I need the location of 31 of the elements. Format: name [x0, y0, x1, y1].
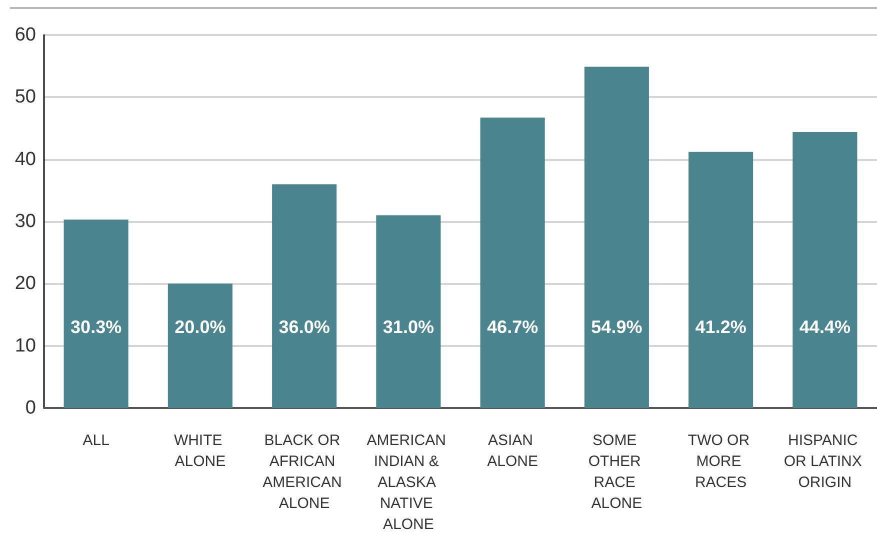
data-label: 44.4% [799, 317, 850, 337]
data-label: 20.0% [174, 317, 226, 337]
x-tick-label: AMERICAN INDIAN & ALASKA NATIVE ALONE [366, 432, 450, 533]
bar [792, 132, 858, 408]
data-label: 36.0% [278, 317, 330, 337]
y-tick-label: 50 [14, 86, 36, 108]
x-tick-label: HISPANIC OR LATINX ORIGIN [784, 432, 866, 491]
x-tick-label: TWO OR MORE RACES [688, 432, 754, 491]
bar [376, 215, 441, 408]
data-label: 30.3% [70, 317, 122, 337]
bar [64, 220, 128, 408]
x-tick-label: BLACK OR AFRICAN AMERICAN ALONE [262, 432, 346, 512]
bar [168, 284, 232, 408]
x-tick-label: SOME OTHER RACE ALONE [588, 432, 646, 512]
data-label: 54.9% [591, 317, 642, 337]
y-tick-label: 10 [14, 335, 36, 356]
bar [688, 152, 754, 408]
y-tick-label: 40 [14, 148, 36, 170]
bar [480, 118, 545, 408]
y-tick-label: 20 [14, 273, 36, 294]
bar [584, 66, 649, 408]
bar [272, 184, 337, 408]
x-tick-label: WHITE ALONE [174, 432, 226, 470]
data-label: 46.7% [487, 317, 538, 337]
data-label: 31.0% [382, 317, 434, 337]
data-label: 41.2% [695, 317, 746, 337]
y-tick-label: 0 [25, 398, 36, 418]
x-tick-label: ALL [82, 432, 110, 449]
y-tick-label: 60 [14, 24, 36, 46]
x-tick-label: ASIAN ALONE [487, 432, 538, 470]
y-tick-label: 30 [14, 211, 36, 232]
